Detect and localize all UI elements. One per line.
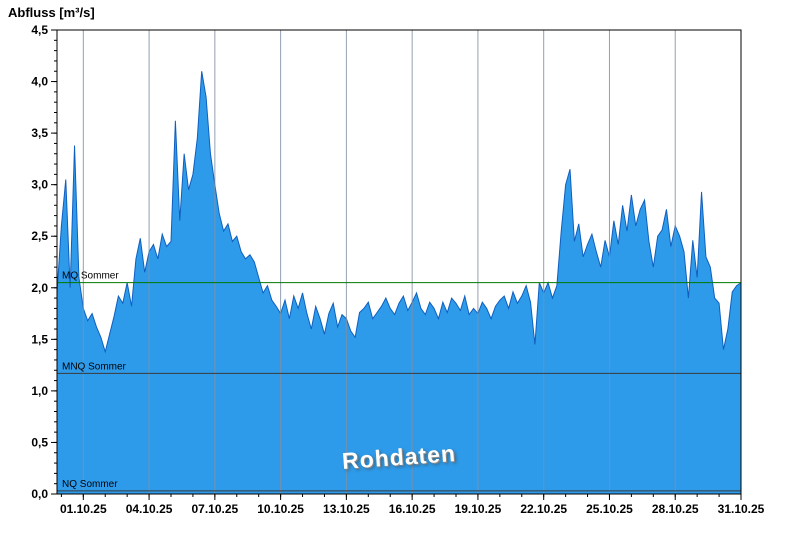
x-tick-label: 28.10.25 bbox=[652, 502, 699, 516]
y-tick-label: 1,0 bbox=[31, 384, 48, 398]
reference-lines: MQ Sommer MNQ Sommer NQ Sommer bbox=[57, 271, 741, 492]
x-tick-label: 31.10.25 bbox=[718, 502, 765, 516]
y-tick-label: 0,0 bbox=[31, 487, 48, 501]
x-tick-label: 13.10.25 bbox=[323, 502, 370, 516]
y-tick-label: 2,5 bbox=[31, 229, 48, 243]
y-tick-label: 1,5 bbox=[31, 332, 48, 346]
y-axis-title: Abfluss [m³/s] bbox=[8, 5, 95, 20]
x-tick-label: 22.10.25 bbox=[520, 502, 567, 516]
x-tick-label: 04.10.25 bbox=[126, 502, 173, 516]
y-tick-label: 2,0 bbox=[31, 281, 48, 295]
reference-line-label: MQ Sommer bbox=[62, 271, 119, 282]
x-tick-label: 19.10.25 bbox=[455, 502, 502, 516]
x-tick-label: 01.10.25 bbox=[60, 502, 107, 516]
reference-line-label: NQ Sommer bbox=[62, 479, 118, 490]
y-tick-label: 4,5 bbox=[31, 23, 48, 37]
y-tick-label: 4,0 bbox=[31, 75, 48, 89]
x-tick-label: 16.10.25 bbox=[389, 502, 436, 516]
plot-border bbox=[56, 29, 742, 495]
x-tick-label: 25.10.25 bbox=[586, 502, 633, 516]
x-tick-label: 07.10.25 bbox=[191, 502, 238, 516]
y-axis: 0,0 0,5 1,0 1,5 2,0 2,5 3,0 3,5 4,0 4,5 bbox=[31, 23, 57, 501]
reference-line-label: MNQ Sommer bbox=[62, 361, 127, 372]
discharge-area-series bbox=[56, 71, 742, 495]
y-tick-label: 3,0 bbox=[31, 178, 48, 192]
x-axis: 01.10.25 04.10.25 07.10.25 10.10.25 13.10.25… bbox=[60, 494, 765, 516]
y-tick-label: 0,5 bbox=[31, 435, 48, 449]
x-tick-label: 10.10.25 bbox=[257, 502, 304, 516]
y-tick-label: 3,5 bbox=[31, 126, 48, 140]
